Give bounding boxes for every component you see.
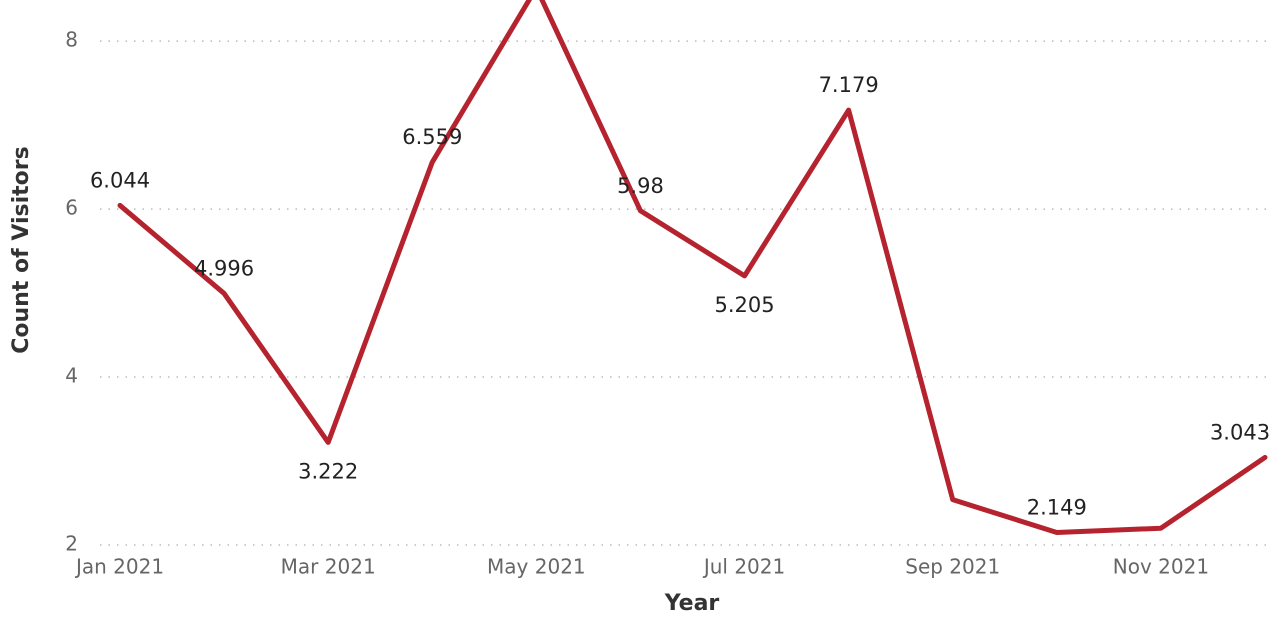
y-tick-label: 4 (65, 364, 78, 388)
x-tick-label: Jul 2021 (702, 555, 785, 579)
x-tick-label: May 2021 (487, 555, 586, 579)
data-label: 2.149 (1027, 495, 1087, 519)
y-tick-label: 2 (65, 532, 78, 556)
data-label: 7.179 (819, 73, 879, 97)
x-tick-label: Jan 2021 (74, 555, 164, 579)
line (117, 0, 1268, 535)
data-label: 5.98 (617, 174, 664, 198)
y-tick-label: 6 (65, 196, 78, 220)
data-label: 6.559 (402, 125, 462, 149)
data-label: 6.044 (90, 168, 150, 192)
x-axis-title: Year (664, 591, 720, 616)
data-label: 3.222 (298, 459, 358, 483)
y-axis-title: Count of Visitors (9, 146, 34, 354)
x-tick-label: Mar 2021 (281, 555, 376, 579)
data-label: 3.043 (1210, 420, 1270, 444)
x-tick-label: Nov 2021 (1113, 555, 1209, 579)
plot-area (117, 0, 1268, 535)
data-label: 4.996 (194, 256, 254, 280)
y-tick-label: 8 (65, 28, 78, 52)
x-tick-label: Sep 2021 (905, 555, 1000, 579)
data-label: 5.205 (714, 293, 774, 317)
